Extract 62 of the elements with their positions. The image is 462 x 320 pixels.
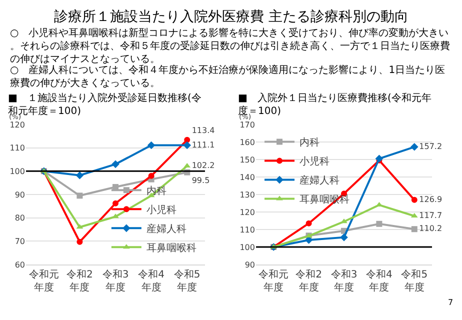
point <box>184 136 190 143</box>
y-tick-label: 70 <box>14 236 25 246</box>
y-tick-label: 120 <box>240 208 255 217</box>
x-tick-label: 令和2年度 <box>296 268 322 294</box>
point <box>340 218 348 224</box>
point <box>112 214 119 218</box>
x-tick-label: 令和3年度 <box>330 268 358 294</box>
legend-label: 小児科 <box>146 204 176 216</box>
x-tick-label: 令和4年度 <box>366 268 392 294</box>
point <box>147 141 156 150</box>
point <box>410 143 418 151</box>
y-tick-label: 160 <box>240 138 255 147</box>
text: 診療所１施設当たり入院外医療費 主たる診療科別の動向 <box>54 9 408 25</box>
y-tick-label: 130 <box>240 190 255 200</box>
y-tick-label: 90 <box>244 260 255 270</box>
data-label: 126.9 <box>419 194 442 204</box>
y-tick-label: 110 <box>10 144 25 153</box>
point <box>76 238 83 245</box>
y-tick-label: 120 <box>10 120 25 130</box>
point <box>112 160 120 168</box>
legend-label: 小児科 <box>300 156 330 168</box>
point <box>76 171 84 180</box>
x-tick-label: 令和3年度 <box>102 268 129 294</box>
point <box>375 154 384 163</box>
x-tick-label: 令和4年度 <box>138 268 164 294</box>
data-label: 113.4 <box>192 126 215 136</box>
point <box>306 220 312 226</box>
legend-label: 産婦人科 <box>300 174 340 187</box>
data-label: 117.7 <box>419 211 442 220</box>
point <box>76 192 83 199</box>
data-label: 111.1 <box>192 140 215 150</box>
x-tick-label: 令和2年度 <box>66 268 93 294</box>
point <box>376 220 382 227</box>
data-label: 99.5 <box>192 176 210 186</box>
point <box>340 233 348 242</box>
y-tick-label: 140 <box>240 172 255 182</box>
data-label: 157.2 <box>419 142 442 151</box>
legend-label: 内科 <box>300 136 320 149</box>
point <box>112 200 118 206</box>
y-tick-label: 170 <box>240 120 255 130</box>
data-label: 110.2 <box>419 224 442 234</box>
point <box>411 196 418 203</box>
text: ○ 産婦人科については、令和４年度から不妊治療が保険適用になった影響により、1日当たり医療費の伸びが大きくなっている。 <box>10 64 446 89</box>
y-tick-label: 90 <box>14 190 25 200</box>
y-tick-label: 100 <box>240 242 255 252</box>
y-tick-label: 150 <box>240 155 255 164</box>
point <box>411 226 418 232</box>
x-tick-label: 令和元年度 <box>28 268 59 294</box>
x-tick-label: 令和5年度 <box>174 268 200 294</box>
y-tick-label: 60 <box>14 260 25 270</box>
x-tick-label: 令和5年度 <box>401 268 428 294</box>
y-tick-label: 110 <box>240 225 255 234</box>
y-tick-label: 100 <box>10 166 25 176</box>
y-tick-label: 80 <box>14 214 25 223</box>
text: ○ 小児科や耳鼻咽喉科は新型コロナによる影響を特に大きく受けており、伸び率の変動が大きい。それらの診療科では、令和５年度の受診延日数の伸びは引き続き高く、一方で１日当たり医療費の伸びはマイナスとなっている。 <box>10 27 450 65</box>
text: 7 <box>448 298 454 307</box>
legend-label: 産婦人科 <box>146 223 186 236</box>
data-label: 102.2 <box>192 161 215 170</box>
point <box>148 172 154 179</box>
legend-label: 耳鼻咽喉科 <box>146 242 196 254</box>
x-tick-label: 令和元年度 <box>258 268 289 294</box>
point <box>183 141 191 150</box>
